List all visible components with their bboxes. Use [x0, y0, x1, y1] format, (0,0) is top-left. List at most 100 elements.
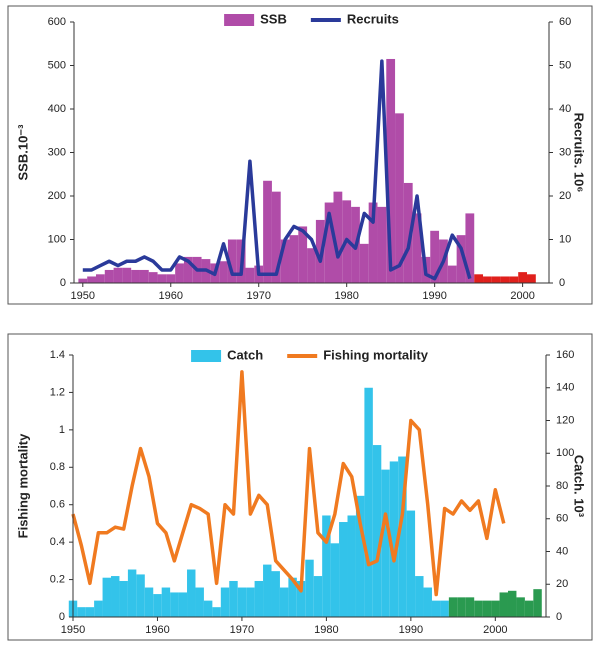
legend-label: Recruits [347, 11, 399, 26]
bar [447, 265, 457, 283]
x-tick-label: 1980 [334, 290, 358, 302]
y-tick-label: 0 [59, 611, 65, 623]
bar [430, 230, 440, 283]
bar [313, 576, 323, 617]
bar [187, 569, 196, 617]
bar [423, 587, 432, 617]
y2-tick-label: 60 [559, 16, 571, 28]
bar [500, 276, 510, 283]
y-tick-label: 500 [48, 59, 66, 71]
bar [144, 587, 154, 617]
y-tick-label: 0 [60, 277, 66, 289]
bar [499, 592, 508, 617]
y2-axis-title: Recruits. 10⁶ [572, 113, 587, 193]
bar [381, 469, 390, 617]
bar [212, 607, 221, 617]
x-tick-label: 1980 [314, 624, 338, 636]
bar [279, 587, 289, 617]
bar [104, 269, 114, 283]
bar [102, 577, 112, 617]
y-tick-label: 1 [59, 424, 65, 436]
y-tick-label: 100 [48, 233, 66, 245]
legend-swatch [191, 350, 222, 362]
bar [220, 587, 230, 617]
bar [113, 267, 123, 283]
bar [280, 239, 290, 283]
bar [389, 461, 399, 617]
x-tick-label: 2000 [483, 624, 507, 636]
bar [403, 182, 413, 283]
bar [377, 206, 387, 283]
bar [195, 587, 204, 617]
y2-tick-label: 40 [556, 545, 568, 557]
bar [507, 590, 517, 617]
y-axis-title: SSB.10⁻³ [15, 124, 30, 181]
bar [237, 587, 247, 617]
bar [271, 571, 280, 617]
y2-tick-label: 20 [556, 578, 568, 590]
bar [161, 587, 171, 617]
bar [219, 261, 228, 283]
bar [474, 274, 484, 283]
y-tick-label: 1.4 [50, 349, 65, 361]
y2-tick-label: 140 [556, 382, 574, 394]
bar [330, 543, 340, 617]
bar [324, 202, 334, 283]
bar [359, 243, 369, 283]
bar [491, 600, 500, 617]
line [71, 370, 506, 597]
bar [386, 58, 396, 283]
bar [131, 269, 140, 283]
bar [148, 272, 158, 283]
bar [119, 580, 128, 617]
bar [307, 248, 316, 283]
bar [246, 587, 255, 617]
bar [263, 180, 272, 283]
bar [157, 274, 167, 283]
bar [170, 592, 179, 617]
bar [347, 515, 356, 617]
bar [482, 600, 492, 617]
x-tick-label: 1960 [145, 624, 169, 636]
bar [245, 267, 255, 283]
legend-label: Catch [227, 347, 263, 362]
bar [333, 191, 343, 283]
bar [298, 226, 308, 283]
bar [395, 113, 404, 283]
bar [122, 267, 132, 283]
y2-tick-label: 20 [559, 190, 571, 202]
y2-tick-label: 40 [559, 103, 571, 115]
bar [95, 274, 105, 283]
x-tick-label: 1990 [422, 290, 446, 302]
bar [111, 576, 120, 617]
y-tick-label: 0.8 [50, 461, 65, 473]
y2-tick-label: 0 [559, 277, 565, 289]
bar [296, 580, 306, 617]
bar [372, 445, 382, 617]
y-tick-label: 1.2 [50, 386, 65, 398]
bar [78, 278, 88, 283]
y2-tick-label: 10 [559, 233, 571, 245]
bar [440, 600, 449, 617]
bar [465, 597, 475, 617]
bar [322, 515, 331, 617]
bar [87, 276, 96, 283]
y-tick-label: 0.4 [50, 536, 65, 548]
y-axis-title: Fishing mortality [15, 433, 30, 539]
bar [491, 276, 501, 283]
bar [524, 600, 534, 617]
bar [178, 592, 188, 617]
x-tick-label: 2000 [510, 290, 534, 302]
bar [203, 600, 213, 617]
y-tick-label: 200 [48, 190, 66, 202]
bar [127, 569, 137, 617]
y2-tick-label: 0 [556, 611, 562, 623]
bar [153, 594, 162, 617]
bar [305, 559, 314, 617]
bar [456, 235, 466, 283]
bar [166, 274, 176, 283]
x-tick-label: 1950 [61, 624, 85, 636]
bar [289, 235, 299, 283]
bar [406, 510, 416, 617]
